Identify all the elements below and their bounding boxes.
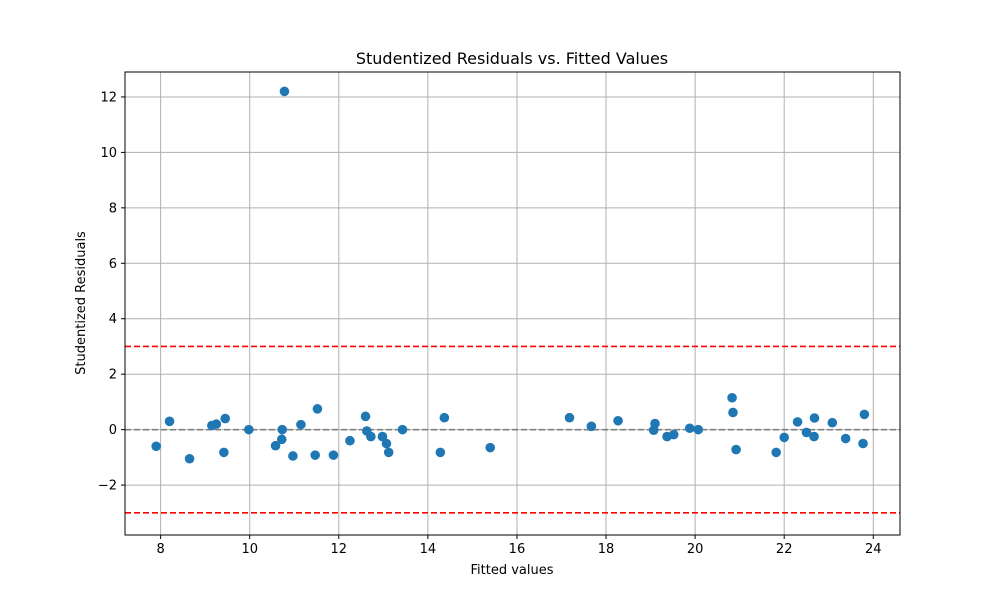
y-axis-ticks: −2 0 2 4 6 8 10 12 bbox=[98, 90, 125, 494]
x-tick-label: 18 bbox=[598, 542, 615, 557]
residual-point bbox=[779, 432, 789, 443]
x-tick-label: 20 bbox=[687, 542, 704, 557]
residual-point bbox=[613, 415, 623, 426]
residual-point bbox=[184, 453, 195, 464]
residual-point bbox=[381, 438, 392, 449]
residual-point bbox=[809, 413, 820, 423]
residual-point bbox=[439, 412, 450, 423]
y-tick-label: 10 bbox=[100, 146, 117, 161]
y-axis-label: Studentized Residuals bbox=[74, 231, 89, 375]
residual-point bbox=[220, 413, 231, 424]
x-tick-label: 24 bbox=[865, 542, 882, 557]
residual-point bbox=[312, 404, 323, 414]
residual-point bbox=[296, 419, 306, 430]
residual-point bbox=[383, 447, 394, 458]
residual-point bbox=[360, 411, 371, 422]
residual-point bbox=[276, 434, 287, 445]
x-tick-label: 12 bbox=[331, 542, 348, 557]
x-tick-label: 14 bbox=[420, 542, 437, 557]
x-tick-label: 22 bbox=[776, 542, 793, 557]
y-tick-label: 6 bbox=[109, 257, 117, 272]
residual-point bbox=[211, 419, 222, 429]
residual-point bbox=[164, 416, 175, 427]
data-points bbox=[151, 86, 870, 464]
y-tick-label: 2 bbox=[109, 368, 117, 383]
reference-lines bbox=[125, 345, 900, 514]
residual-point bbox=[564, 412, 575, 423]
residual-point bbox=[310, 450, 320, 460]
x-tick-label: 8 bbox=[156, 542, 164, 557]
residual-point bbox=[792, 417, 803, 427]
residual-point bbox=[771, 447, 781, 458]
residual-point bbox=[727, 392, 737, 403]
residual-point bbox=[809, 431, 819, 442]
residual-point bbox=[684, 423, 695, 434]
residual-point bbox=[151, 441, 161, 452]
residual-point bbox=[858, 438, 868, 449]
residual-point bbox=[827, 417, 838, 428]
residual-point bbox=[270, 440, 281, 451]
residual-point bbox=[277, 424, 288, 435]
y-tick-label: 0 bbox=[109, 423, 117, 438]
residual-point bbox=[219, 447, 229, 458]
residual-point bbox=[728, 407, 738, 418]
residual-point bbox=[840, 433, 851, 444]
y-tick-label: 12 bbox=[100, 90, 117, 105]
residual-point bbox=[650, 418, 660, 429]
residual-point bbox=[859, 409, 870, 420]
residual-point bbox=[693, 424, 704, 435]
residual-point bbox=[397, 424, 408, 435]
residual-point bbox=[586, 421, 597, 432]
residual-point bbox=[328, 450, 339, 460]
residual-point bbox=[366, 431, 376, 442]
residual-point bbox=[731, 444, 741, 455]
x-tick-label: 16 bbox=[509, 542, 526, 557]
x-axis-label: Fitted values bbox=[470, 563, 553, 578]
residual-point bbox=[244, 424, 254, 435]
residual-point bbox=[288, 451, 298, 461]
residual-point bbox=[801, 427, 812, 438]
x-tick-label: 10 bbox=[241, 542, 258, 557]
y-tick-label: 4 bbox=[109, 312, 117, 327]
residual-point bbox=[377, 431, 388, 442]
chart-title: Studentized Residuals vs. Fitted Values bbox=[356, 49, 668, 68]
x-axis-ticks: 8 10 12 14 16 18 20 22 24 bbox=[156, 535, 882, 557]
residual-point bbox=[668, 429, 679, 440]
residual-point bbox=[485, 442, 496, 453]
residual-point bbox=[345, 435, 355, 446]
residual-point bbox=[435, 447, 446, 458]
residual-point bbox=[279, 86, 290, 97]
y-tick-label: 8 bbox=[109, 201, 117, 216]
plot-area-frame bbox=[124, 71, 901, 536]
y-tick-label: −2 bbox=[98, 479, 117, 494]
